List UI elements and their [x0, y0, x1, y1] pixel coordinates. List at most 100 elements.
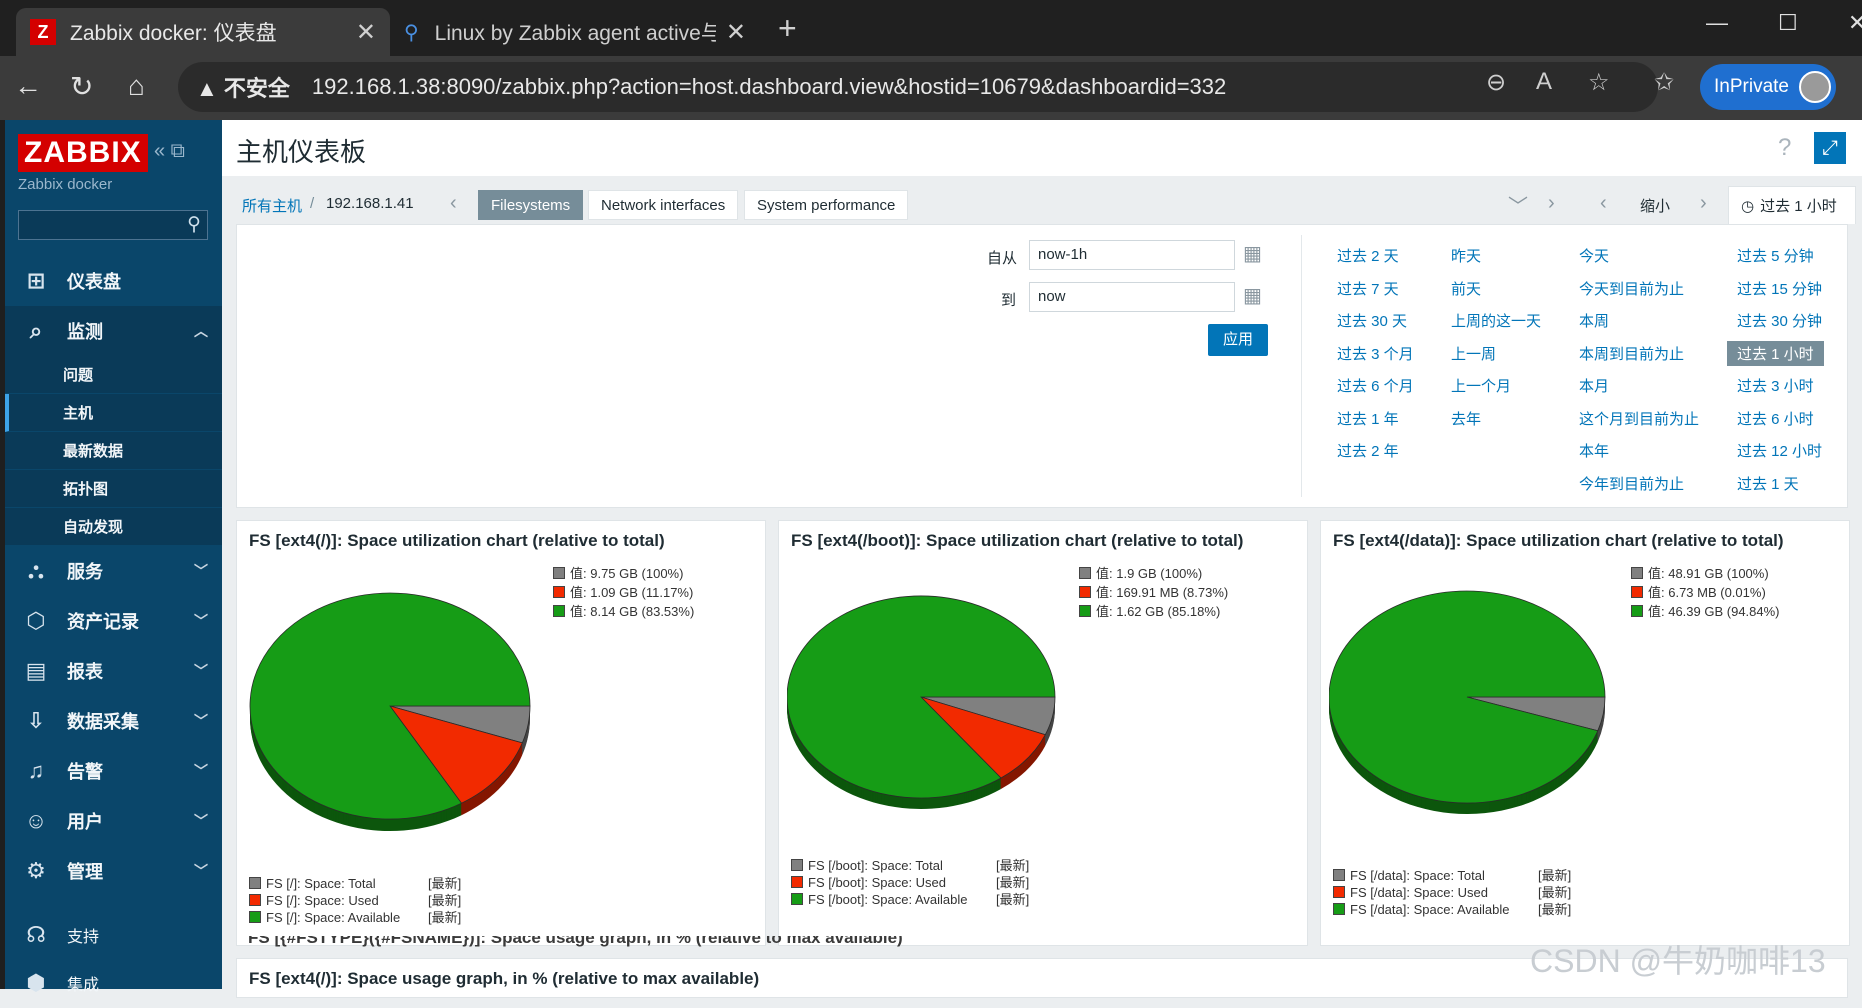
range-previous-year[interactable]: 去年 — [1451, 411, 1482, 428]
menu-item-inventory[interactable]: ⬡ 资产记录 ﹀ — [5, 596, 222, 646]
menu-item-dashboard[interactable]: ⊞ 仪表盘 — [5, 256, 222, 306]
legend-row: FS [/boot]: Space: Available [最新] — [791, 891, 1029, 908]
read-aloud-icon[interactable]: A — [1536, 68, 1553, 95]
legend-row-total: 值: 9.75 GB (100%) — [553, 563, 694, 582]
range-last-7-days[interactable]: 过去 7 天 — [1337, 281, 1399, 298]
range-this-year[interactable]: 本年 — [1579, 443, 1610, 460]
zoom-out-button[interactable]: 缩小 — [1640, 198, 1671, 215]
range-last-2-years[interactable]: 过去 2 年 — [1337, 443, 1399, 460]
range-last-5-minutes[interactable]: 过去 5 分钟 — [1737, 248, 1814, 265]
menu-item-monitoring[interactable]: ⌕ 监测 ︿ — [5, 306, 222, 356]
submenu-discovery[interactable]: 自动发现 — [5, 508, 222, 546]
pie-legend-bottom: FS [/boot]: Space: Total [最新] FS [/boot]:… — [791, 857, 1029, 908]
menu-item-services[interactable]: ⛬ 服务 ﹀ — [5, 546, 222, 596]
range-last-1-year[interactable]: 过去 1 年 — [1337, 411, 1399, 428]
range-today[interactable]: 今天 — [1579, 248, 1610, 265]
back-icon[interactable]: ← — [14, 70, 42, 101]
close-tab-icon[interactable]: ✕ — [355, 18, 376, 46]
range-last-1-day[interactable]: 过去 1 天 — [1737, 476, 1799, 493]
tab-system-performance[interactable]: System performance — [744, 190, 909, 220]
home-icon[interactable]: ⌂ — [128, 70, 145, 101]
range-last-6-months[interactable]: 过去 6 个月 — [1337, 378, 1414, 395]
close-tab-icon[interactable]: ✕ — [725, 18, 746, 46]
to-input[interactable]: now — [1029, 282, 1235, 312]
calendar-icon[interactable]: ▦ — [1243, 285, 1262, 307]
browser-tab[interactable]: ⚲ Linux by Zabbix agent active与Lin ✕ — [390, 8, 760, 56]
inprivate-button[interactable]: InPrivate — [1700, 64, 1836, 110]
range-last-2-days[interactable]: 过去 2 天 — [1337, 248, 1399, 265]
range-this-day-last-week[interactable]: 上周的这一天 — [1451, 313, 1542, 330]
submenu-maps[interactable]: 拓扑图 — [5, 470, 222, 508]
url-field[interactable]: ▲ 不安全 192.168.1.38:8090/zabbix.php?actio… — [178, 62, 1658, 112]
kiosk-mode-button[interactable]: ⤢ — [1814, 132, 1846, 164]
range-last-30-minutes[interactable]: 过去 30 分钟 — [1737, 313, 1823, 330]
help-icon[interactable]: ? — [1778, 134, 1792, 161]
range-previous-month[interactable]: 上一个月 — [1451, 378, 1512, 395]
range-last-6-hours[interactable]: 过去 6 小时 — [1737, 411, 1814, 428]
time-back-icon[interactable]: ‹ — [1600, 192, 1607, 214]
submenu-problems[interactable]: 问题 — [5, 356, 222, 394]
legend-series-name: FS [/boot]: Space: Used — [808, 875, 947, 890]
favorites-icon[interactable]: ✩ — [1654, 69, 1675, 96]
range-this-year-so-far[interactable]: 今年到目前为止 — [1579, 476, 1685, 493]
time-period-tab[interactable]: ◷ 过去 1 小时 — [1728, 186, 1856, 224]
close-window-icon[interactable]: ✕ — [1848, 10, 1862, 35]
zoom-icon[interactable]: ⊖ — [1486, 69, 1507, 96]
slice-available[interactable] — [249, 592, 531, 820]
menu-label: 资产记录 — [67, 612, 139, 632]
range-last-12-hours[interactable]: 过去 12 小时 — [1737, 443, 1823, 460]
menu-item-reports[interactable]: ▤ 报表 ﹀ — [5, 646, 222, 696]
search-icon[interactable]: ⚲ — [187, 214, 201, 235]
widget-pie-root[interactable]: FS [ext4(/)]: Space utilization chart (r… — [236, 520, 766, 946]
apply-button[interactable]: 应用 — [1208, 324, 1268, 356]
maximize-icon[interactable]: ☐ — [1778, 10, 1798, 35]
menu-item-alerts[interactable]: ♫ 告警 ﹀ — [5, 746, 222, 796]
menu-item-admin[interactable]: ⚙ 管理 ﹀ — [5, 846, 222, 896]
range-yesterday[interactable]: 昨天 — [1451, 248, 1482, 265]
from-input[interactable]: now-1h — [1029, 240, 1235, 270]
tab-filesystems[interactable]: Filesystems — [478, 190, 584, 220]
widget-pie-data[interactable]: FS [ext4(/data)]: Space utilization char… — [1320, 520, 1850, 946]
range-last-1-hour[interactable]: 过去 1 小时 — [1727, 341, 1824, 366]
submenu-hosts[interactable]: 主机 — [5, 394, 222, 432]
slice-available[interactable] — [1329, 590, 1606, 804]
legend-row-total: 值: 1.9 GB (100%) — [1079, 563, 1228, 582]
range-day-before-yesterday[interactable]: 前天 — [1451, 281, 1482, 298]
tab-network-interfaces[interactable]: Network interfaces — [588, 190, 739, 220]
slice-used[interactable] — [388, 705, 523, 804]
range-this-month[interactable]: 本月 — [1579, 378, 1610, 395]
range-last-30-days[interactable]: 过去 30 天 — [1337, 313, 1408, 330]
sidebar-search-input[interactable]: ⚲ — [18, 210, 208, 240]
range-last-3-months[interactable]: 过去 3 个月 — [1337, 346, 1414, 363]
tabs-prev-icon[interactable]: ‹ — [450, 192, 457, 214]
breadcrumb-all-hosts[interactable]: 所有主机 — [242, 198, 303, 215]
range-previous-week[interactable]: 上一周 — [1451, 346, 1497, 363]
browser-tab-active[interactable]: Z Zabbix docker: 仪表盘 ✕ — [16, 8, 390, 56]
range-last-15-minutes[interactable]: 过去 15 分钟 — [1737, 281, 1823, 298]
new-tab-icon[interactable]: + — [778, 10, 797, 46]
chevron-down-icon[interactable]: ﹀ — [1508, 196, 1528, 218]
tabs-next-icon[interactable]: › — [1548, 192, 1555, 214]
range-today-so-far[interactable]: 今天到目前为止 — [1579, 281, 1685, 298]
zabbix-logo[interactable]: ZABBIX — [18, 134, 148, 172]
range-this-week[interactable]: 本周 — [1579, 313, 1610, 330]
refresh-icon[interactable]: ↻ — [70, 71, 94, 102]
time-forward-icon[interactable]: › — [1700, 192, 1707, 214]
range-this-month-so-far[interactable]: 这个月到目前为止 — [1579, 411, 1700, 428]
range-last-3-hours[interactable]: 过去 3 小时 — [1737, 378, 1814, 395]
menu-item-users[interactable]: ☺ 用户 ﹀ — [5, 796, 222, 846]
favorite-star-icon[interactable]: ☆ — [1588, 69, 1610, 96]
menu-item-support[interactable]: ☊ 支持 — [5, 910, 222, 960]
calendar-icon[interactable]: ▦ — [1243, 243, 1262, 265]
slice-available[interactable] — [787, 595, 1056, 799]
security-warning[interactable]: ▲ 不安全 — [196, 71, 290, 103]
menu-item-integrations[interactable]: ⬢ 集成 — [5, 958, 222, 1008]
minimize-icon[interactable]: — — [1706, 10, 1728, 35]
legend-swatch — [1079, 567, 1091, 579]
range-this-week-so-far[interactable]: 本周到目前为止 — [1579, 346, 1685, 363]
menu-item-data-collection[interactable]: ⇩ 数据采集 ﹀ — [5, 696, 222, 746]
widget-pie-boot[interactable]: FS [ext4(/boot)]: Space utilization char… — [778, 520, 1308, 946]
browser-tab-bar: Z Zabbix docker: 仪表盘 ✕ ⚲ Linux by Zabbix… — [0, 0, 1862, 56]
submenu-latest-data[interactable]: 最新数据 — [5, 432, 222, 470]
collapse-sidebar-icon[interactable]: « ⧉ — [154, 140, 185, 162]
